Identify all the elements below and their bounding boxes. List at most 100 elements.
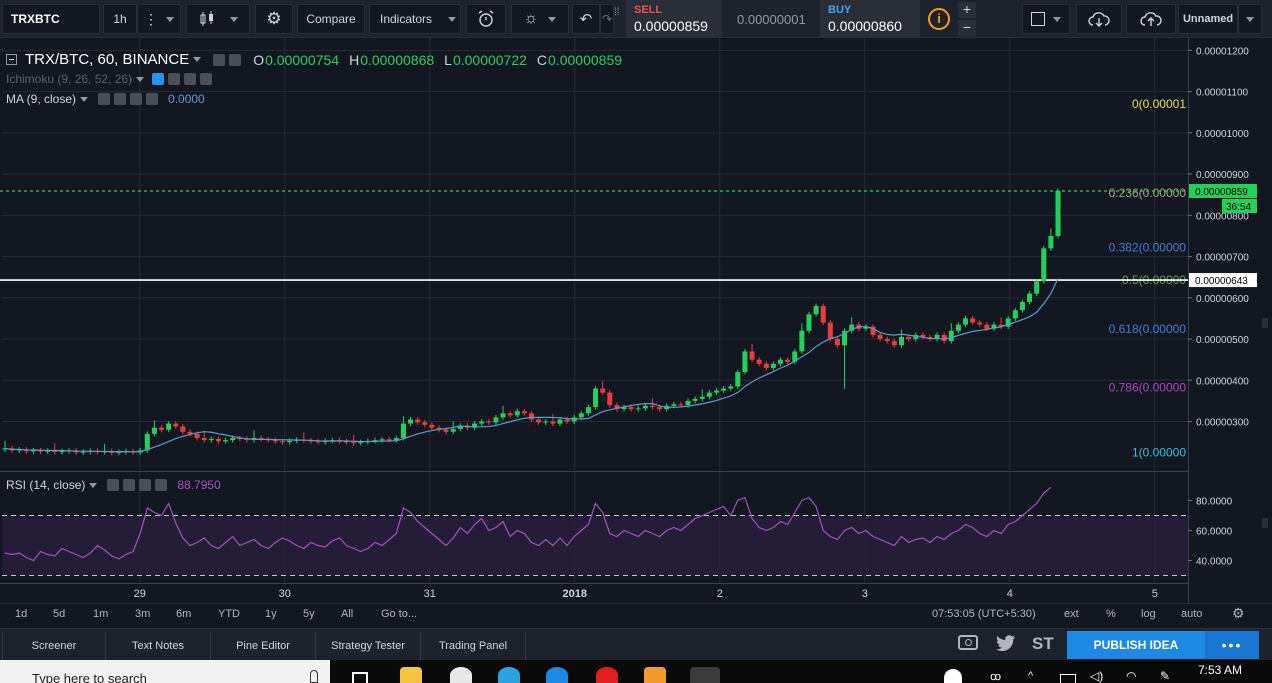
- percent-toggle[interactable]: %: [1106, 608, 1116, 620]
- candle-body[interactable]: [991, 324, 997, 329]
- candle-body[interactable]: [642, 405, 648, 409]
- gear-icon[interactable]: [168, 73, 181, 85]
- copy-icon[interactable]: [184, 73, 197, 85]
- candle-body[interactable]: [593, 388, 599, 408]
- candle-body[interactable]: [38, 450, 44, 452]
- chrome-icon[interactable]: [690, 667, 720, 683]
- interval-button[interactable]: 1h: [103, 4, 137, 34]
- candle-body[interactable]: [358, 442, 364, 444]
- candle-body[interactable]: [870, 326, 876, 335]
- publish-idea-button[interactable]: PUBLISH IDEA: [1067, 631, 1205, 659]
- battery-icon[interactable]: [1060, 674, 1076, 683]
- candle-body[interactable]: [151, 427, 157, 434]
- candle-body[interactable]: [1019, 301, 1025, 311]
- candle-body[interactable]: [493, 417, 499, 423]
- rsi-label[interactable]: RSI (14, close): [6, 478, 86, 492]
- taskbar-clock[interactable]: 7:53 AM: [1198, 663, 1243, 677]
- close-icon[interactable]: [146, 93, 159, 105]
- candle-body[interactable]: [279, 441, 285, 443]
- visibility-icon[interactable]: [107, 479, 120, 491]
- candle-body[interactable]: [386, 439, 392, 441]
- candle-body[interactable]: [166, 423, 172, 430]
- candle-body[interactable]: [884, 339, 890, 342]
- settings-button[interactable]: ⚙: [255, 4, 293, 34]
- candle-body[interactable]: [863, 326, 869, 329]
- candle-body[interactable]: [635, 408, 641, 410]
- candle-body[interactable]: [842, 330, 848, 346]
- candle-body[interactable]: [1048, 235, 1054, 249]
- help-icon[interactable]: [944, 669, 962, 683]
- candle-body[interactable]: [820, 306, 826, 323]
- candle-body[interactable]: [52, 450, 58, 453]
- candle-body[interactable]: [898, 336, 904, 346]
- candle-body[interactable]: [472, 423, 478, 428]
- candle-body[interactable]: [792, 351, 798, 362]
- candle-body[interactable]: [955, 324, 961, 331]
- visibility-icon[interactable]: [213, 53, 226, 66]
- go-to-button[interactable]: Go to...: [381, 608, 418, 620]
- candle-body[interactable]: [998, 324, 1004, 327]
- candle-body[interactable]: [692, 398, 698, 401]
- candle-body[interactable]: [287, 440, 293, 443]
- candle-body[interactable]: [948, 330, 954, 342]
- candle-body[interactable]: [1027, 293, 1033, 302]
- candle-body[interactable]: [116, 452, 122, 454]
- price-chart[interactable]: 0(0.000010.236(0.000000.382(0.000000.5(0…: [0, 38, 1272, 603]
- candle-body[interactable]: [521, 411, 527, 414]
- layout-button[interactable]: [1022, 4, 1070, 34]
- chevron-down-icon[interactable]: [136, 76, 145, 82]
- chart-style-button[interactable]: [186, 4, 250, 34]
- candle-body[interactable]: [514, 411, 520, 416]
- candle-body[interactable]: [578, 413, 584, 418]
- tab-screener[interactable]: Screener: [2, 632, 106, 660]
- pen-icon[interactable]: ✎: [1160, 669, 1171, 683]
- candle-body[interactable]: [393, 438, 399, 441]
- candle-body[interactable]: [721, 388, 727, 391]
- tf-3m[interactable]: 3m: [135, 608, 151, 620]
- candle-body[interactable]: [543, 421, 549, 423]
- candle-body[interactable]: [45, 450, 51, 452]
- save-layout-button[interactable]: [1126, 4, 1176, 34]
- compare-button[interactable]: Compare: [297, 4, 365, 34]
- auto-toggle[interactable]: auto: [1181, 608, 1203, 620]
- candle-body[interactable]: [713, 390, 719, 393]
- candle-body[interactable]: [529, 413, 534, 420]
- chevron-down-icon[interactable]: [80, 96, 89, 102]
- sell-button[interactable]: SELL 0.00000859: [626, 0, 722, 38]
- tab-text-notes[interactable]: Text Notes: [106, 632, 211, 660]
- candle-body[interactable]: [770, 363, 776, 368]
- candle-body[interactable]: [351, 442, 357, 444]
- candle-body[interactable]: [877, 334, 883, 340]
- tf-5d[interactable]: 5d: [53, 608, 66, 620]
- candle-body[interactable]: [706, 392, 712, 397]
- collapse-legend-icon[interactable]: [6, 54, 17, 65]
- candle-body[interactable]: [756, 359, 762, 364]
- twitter-icon[interactable]: [996, 635, 1016, 652]
- close-icon[interactable]: [200, 73, 213, 85]
- candle-body[interactable]: [678, 404, 684, 406]
- candle-body[interactable]: [308, 440, 314, 442]
- symbol-search[interactable]: TRXBTC: [2, 4, 100, 34]
- candle-body[interactable]: [479, 421, 485, 424]
- candle-body[interactable]: [699, 396, 705, 399]
- tab-strategy-tester[interactable]: Strategy Tester: [316, 632, 421, 660]
- candle-body[interactable]: [201, 438, 207, 441]
- alert-button[interactable]: [466, 4, 506, 34]
- candle-body[interactable]: [785, 359, 791, 362]
- candle-body[interactable]: [628, 407, 634, 410]
- tf-1m[interactable]: 1m: [93, 608, 109, 620]
- candle-body[interactable]: [813, 306, 819, 315]
- candle-body[interactable]: [550, 421, 556, 424]
- candle-body[interactable]: [827, 322, 833, 340]
- pane-resize-handle[interactable]: [1262, 318, 1268, 328]
- candle-body[interactable]: [621, 407, 627, 410]
- wifi-icon[interactable]: ◠: [1126, 669, 1137, 683]
- indicators-button[interactable]: Indicators: [369, 4, 461, 34]
- candle-body[interactable]: [59, 451, 65, 453]
- tf-ytd[interactable]: YTD: [218, 608, 240, 620]
- candle-body[interactable]: [671, 404, 677, 406]
- load-layout-button[interactable]: [1076, 4, 1122, 34]
- candle-body[interactable]: [500, 413, 506, 418]
- candle-body[interactable]: [607, 392, 613, 406]
- candle-body[interactable]: [749, 351, 755, 360]
